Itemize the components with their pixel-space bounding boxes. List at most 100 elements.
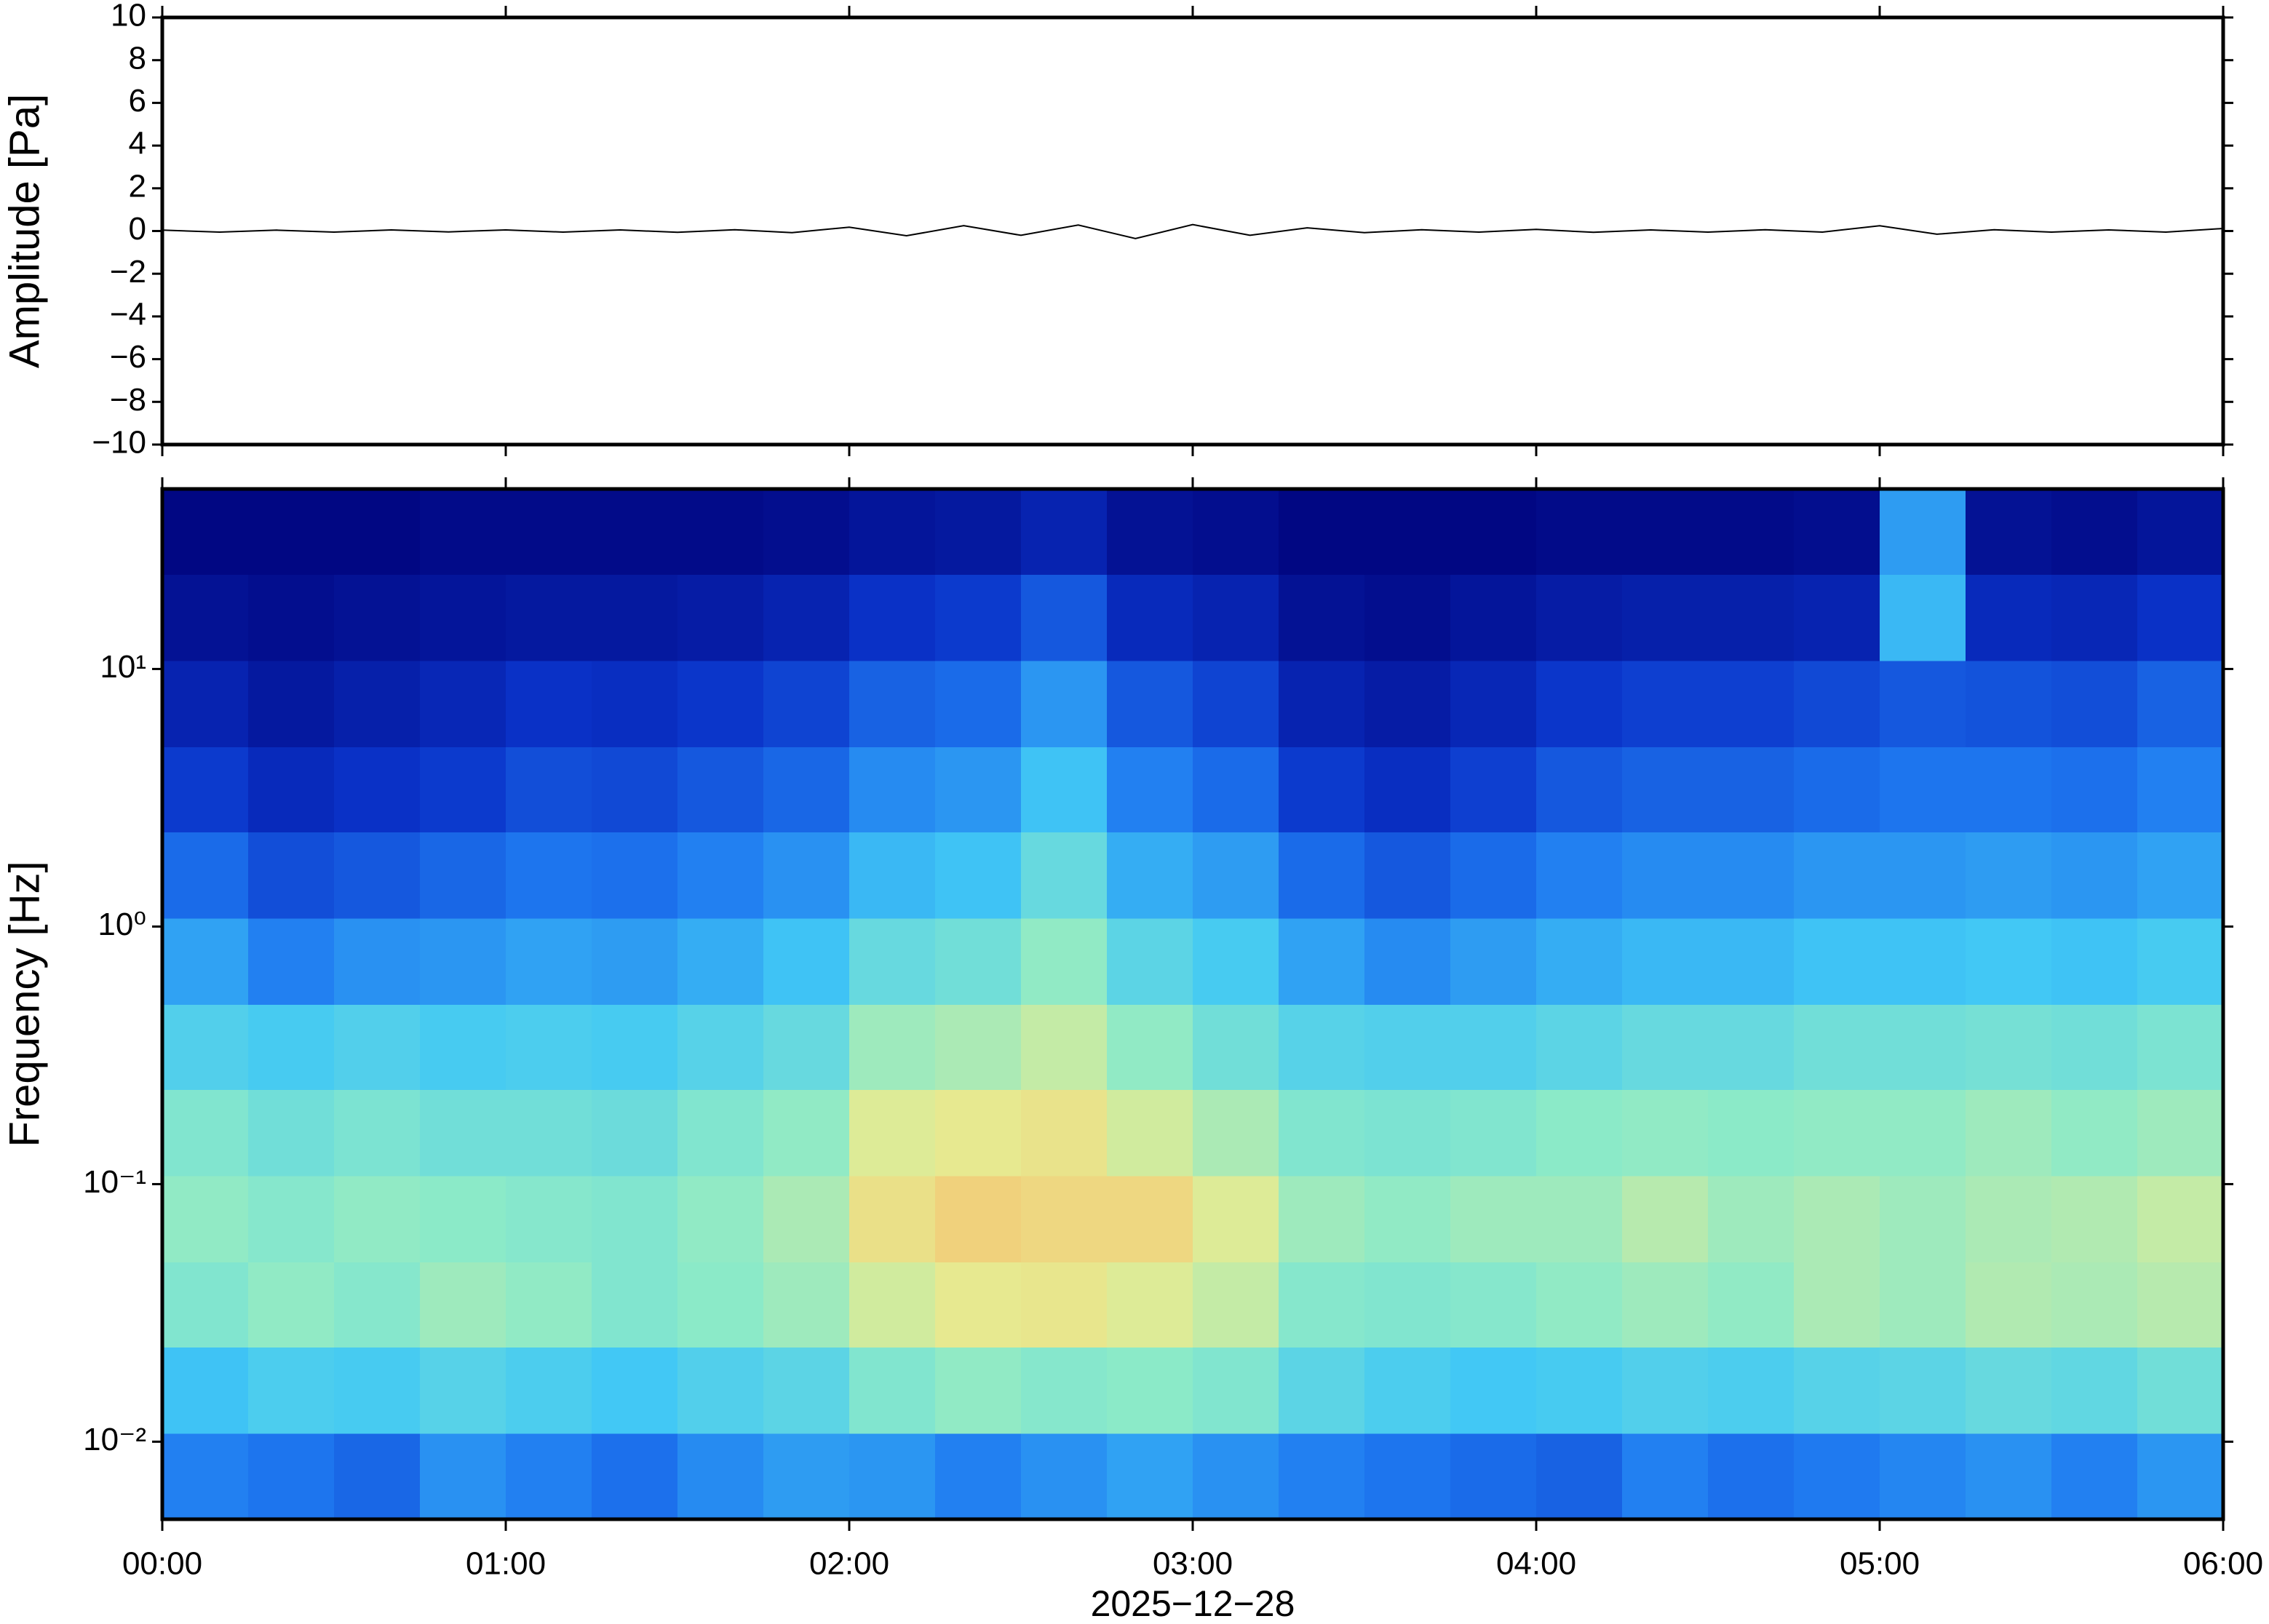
plot-frame xyxy=(160,487,2225,1521)
heatmap-cell xyxy=(935,1347,1022,1434)
heatmap-cell xyxy=(592,1262,678,1348)
heatmap-cell xyxy=(763,1089,850,1177)
heatmap-cell xyxy=(420,1089,506,1177)
heatmap-cell xyxy=(506,1089,592,1177)
heatmap-cell xyxy=(420,1433,506,1519)
heatmap-cell xyxy=(677,1433,764,1519)
heatmap-cell xyxy=(248,574,335,661)
heatmap-cell xyxy=(2137,1433,2223,1519)
heatmap-cell xyxy=(1107,1175,1193,1262)
plot-area xyxy=(162,223,2223,239)
heatmap-cell xyxy=(2051,832,2138,919)
heatmap-cell xyxy=(2051,1262,2138,1348)
heatmap-cell xyxy=(1279,1089,1365,1177)
heatmap-cell xyxy=(1880,747,1966,833)
heatmap-cell xyxy=(1966,660,2052,747)
heatmap-cell xyxy=(763,1433,850,1519)
heatmap-cell xyxy=(1193,489,1279,576)
heatmap-cell xyxy=(1107,832,1193,919)
heatmap-cell xyxy=(1279,918,1365,1005)
y-tick-label: 10¹ xyxy=(100,649,146,685)
heatmap-cell xyxy=(1193,1262,1279,1348)
y-tick-label: 0 xyxy=(129,211,146,247)
heatmap-cell xyxy=(1794,1347,1880,1434)
heatmap-cell xyxy=(1107,1004,1193,1091)
heatmap-cell xyxy=(1622,489,1709,576)
heatmap-cell xyxy=(420,1004,506,1091)
heatmap-cell xyxy=(1364,574,1451,661)
heatmap-cell xyxy=(1450,1347,1537,1434)
heatmap-cell xyxy=(1279,832,1365,919)
heatmap-cell xyxy=(1450,1089,1537,1177)
heatmap-cell xyxy=(1364,660,1451,747)
heatmap-cell xyxy=(763,489,850,576)
heatmap-cell xyxy=(935,1004,1022,1091)
heatmap-cell xyxy=(1021,1004,1108,1091)
heatmap-cell xyxy=(420,660,506,747)
heatmap-cell xyxy=(849,1347,936,1434)
heatmap-cell xyxy=(592,918,678,1005)
x-tick-label: 05:00 xyxy=(1840,1546,1920,1582)
heatmap-cell xyxy=(2137,1347,2223,1434)
heatmap-cell xyxy=(592,747,678,833)
heatmap-cell xyxy=(1966,1262,2052,1348)
heatmap-cell xyxy=(334,660,421,747)
heatmap-cell xyxy=(1966,489,2052,576)
y-tick-label: 10⁰ xyxy=(98,907,146,942)
heatmap-cell xyxy=(2051,1004,2138,1091)
heatmap-cell xyxy=(849,489,936,576)
heatmap-cell xyxy=(1107,1089,1193,1177)
heatmap-cell xyxy=(763,574,850,661)
heatmap-cell xyxy=(162,1175,249,1262)
heatmap-cell xyxy=(935,747,1022,833)
y-axis-title: Amplitude [Pa] xyxy=(1,94,48,368)
heatmap-cell xyxy=(420,918,506,1005)
heatmap-cell xyxy=(677,574,764,661)
heatmap-cell xyxy=(1021,1347,1108,1434)
heatmap-cell xyxy=(1193,1433,1279,1519)
heatmap-cell xyxy=(849,832,936,919)
heatmap-cell xyxy=(1880,1347,1966,1434)
heatmap-cell xyxy=(592,1004,678,1091)
heatmap-cell xyxy=(1193,918,1279,1005)
heatmap-cell xyxy=(1708,1433,1795,1519)
heatmap-cell xyxy=(1966,574,2052,661)
heatmap-cell xyxy=(2137,1175,2223,1262)
heatmap-cell xyxy=(2137,918,2223,1005)
heatmap-cell xyxy=(1708,747,1795,833)
heatmap-cell xyxy=(2137,1004,2223,1091)
heatmap-cell xyxy=(506,918,592,1005)
heatmap-cell xyxy=(162,1262,249,1348)
heatmap-cell xyxy=(1450,1175,1537,1262)
heatmap-cell xyxy=(1107,1347,1193,1434)
heatmap-cell xyxy=(592,1175,678,1262)
heatmap-cell xyxy=(162,832,249,919)
heatmap-cell xyxy=(592,1347,678,1434)
heatmap-cell xyxy=(420,574,506,661)
heatmap-cell xyxy=(763,918,850,1005)
heatmap-cell xyxy=(1794,832,1880,919)
heatmap-cell xyxy=(1450,832,1537,919)
heatmap-cell xyxy=(420,1262,506,1348)
heatmap-cell xyxy=(162,574,249,661)
heatmap-cell xyxy=(849,574,936,661)
heatmap-cell xyxy=(849,1089,936,1177)
heatmap-cell xyxy=(420,489,506,576)
y-tick-label: −10 xyxy=(92,425,146,461)
heatmap-cell xyxy=(592,832,678,919)
heatmap-cell xyxy=(1966,1004,2052,1091)
y-tick-label: 8 xyxy=(129,40,146,76)
x-tick-label: 06:00 xyxy=(2183,1546,2263,1582)
x-tick-label: 02:00 xyxy=(809,1546,889,1582)
heatmap-cell xyxy=(849,1004,936,1091)
heatmap-cell xyxy=(1279,1175,1365,1262)
plot-area xyxy=(162,489,2223,1519)
x-tick-label: 04:00 xyxy=(1496,1546,1576,1582)
heatmap-cell xyxy=(1450,1262,1537,1348)
heatmap-cell xyxy=(248,1004,335,1091)
heatmap-cell xyxy=(935,574,1022,661)
heatmap-cell xyxy=(1364,1004,1451,1091)
heatmap-cell xyxy=(1193,1004,1279,1091)
heatmap-cell xyxy=(506,1004,592,1091)
